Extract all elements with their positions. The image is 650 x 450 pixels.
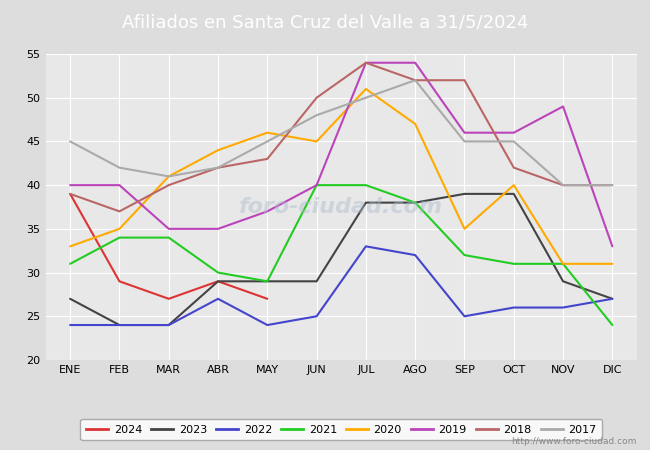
Text: http://www.foro-ciudad.com: http://www.foro-ciudad.com — [512, 436, 637, 446]
Text: Afiliados en Santa Cruz del Valle a 31/5/2024: Afiliados en Santa Cruz del Valle a 31/5… — [122, 14, 528, 32]
Legend: 2024, 2023, 2022, 2021, 2020, 2019, 2018, 2017: 2024, 2023, 2022, 2021, 2020, 2019, 2018… — [81, 419, 602, 440]
Text: foro-ciudad.com: foro-ciudad.com — [239, 197, 443, 217]
